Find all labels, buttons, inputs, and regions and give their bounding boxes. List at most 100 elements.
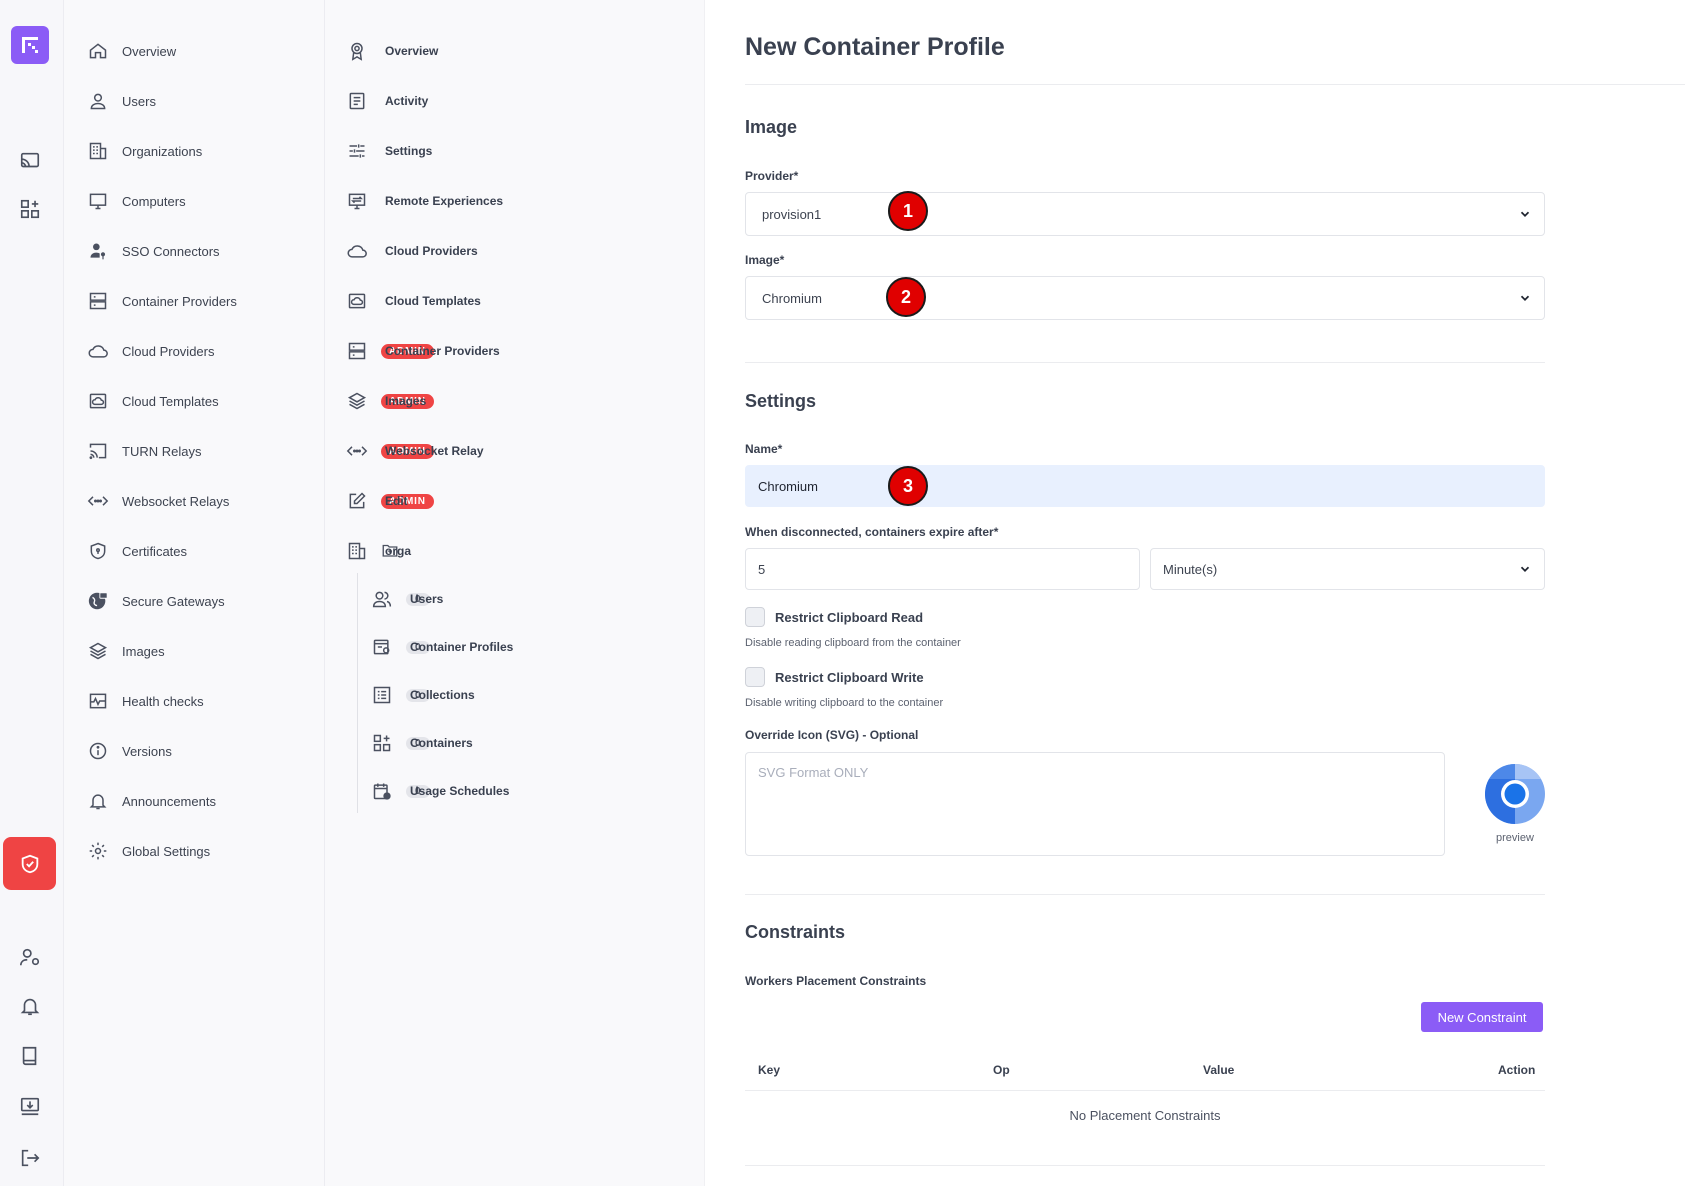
- provider-item-container-providers[interactable]: Container Providers ADMIN: [345, 336, 690, 366]
- rail-logout-icon[interactable]: [17, 1145, 43, 1171]
- sidebar-item-images[interactable]: Images: [86, 636, 316, 666]
- restrict-clipboard-read-checkbox[interactable]: [745, 607, 765, 627]
- table-divider: [745, 1090, 1545, 1091]
- chevron-down-icon: [1518, 207, 1532, 224]
- sidebar-item-organizations[interactable]: Organizations: [86, 136, 316, 166]
- sidebar-item-container-providers[interactable]: Container Providers: [86, 286, 316, 316]
- sidebar-item-label: Images: [122, 643, 165, 659]
- globe-lock-icon: [86, 589, 110, 613]
- override-icon-textarea[interactable]: SVG Format ONLY: [745, 752, 1445, 856]
- sidebar-item-cloud-templates[interactable]: Cloud Templates: [86, 386, 316, 416]
- admin-badge: ADMIN: [381, 393, 434, 409]
- code-arrows-icon: [86, 489, 110, 513]
- restrict-clipboard-write-checkbox[interactable]: [745, 667, 765, 687]
- shield-icon: [86, 539, 110, 563]
- sidebar-item-secure-gateways[interactable]: Secure Gateways: [86, 586, 316, 616]
- provider-item-edit[interactable]: Edit ADMIN: [345, 486, 690, 516]
- sidebar-item-cloud-providers[interactable]: Cloud Providers: [86, 336, 316, 366]
- building-icon: [345, 539, 369, 563]
- sidebar-item-label: Versions: [122, 743, 172, 759]
- org-child-usage-schedules[interactable]: Usage Schedules 0: [370, 776, 690, 806]
- list-icon: [370, 683, 394, 707]
- icon-rail: [0, 0, 64, 1186]
- server-icon: [345, 339, 369, 363]
- help-text: Disable writing clipboard to the contain…: [745, 697, 944, 709]
- sidebar-item-sso-connectors[interactable]: SSO Connectors: [86, 236, 316, 266]
- sidebar-item-turn-relays[interactable]: TURN Relays: [86, 436, 316, 466]
- sidebar-item-overview[interactable]: Overview: [86, 36, 316, 66]
- provider-item-images[interactable]: Images ADMIN: [345, 386, 690, 416]
- folder-add-icon[interactable]: [381, 541, 399, 562]
- chromium-icon: [1484, 764, 1545, 829]
- column-header-key: Key: [758, 1063, 781, 1077]
- provider-item-activity[interactable]: Activity: [345, 86, 690, 116]
- org-child-containers[interactable]: Containers 0: [370, 728, 690, 758]
- divider: [745, 894, 1545, 895]
- gear-icon: [86, 839, 110, 863]
- provider-item-label: Activity: [385, 94, 429, 108]
- sidebar-item-health-checks[interactable]: Health checks: [86, 686, 316, 716]
- provider-item-label: Cloud Providers: [385, 244, 478, 258]
- rail-admin-shield-icon[interactable]: [3, 837, 56, 890]
- app-logo[interactable]: [11, 26, 49, 64]
- server-icon: [86, 289, 110, 313]
- document-icon: [345, 89, 369, 113]
- empty-table-message: No Placement Constraints: [1069, 1108, 1221, 1123]
- column-header-value: Value: [1203, 1063, 1235, 1077]
- cloud-template-icon: [345, 289, 369, 313]
- sidebar-item-label: Cloud Templates: [122, 393, 219, 409]
- admin-sidebar: Overview Users Organizations Computers S…: [64, 0, 325, 1186]
- building-icon: [86, 139, 110, 163]
- org-child-users[interactable]: Users 0: [370, 584, 690, 614]
- sidebar-item-certificates[interactable]: Certificates: [86, 536, 316, 566]
- rail-apps-icon[interactable]: [17, 196, 43, 222]
- preview-label: preview: [1496, 832, 1534, 844]
- provider-item-websocket-relay[interactable]: Websocket Relay ADMIN: [345, 436, 690, 466]
- column-header-op: Op: [993, 1063, 1010, 1077]
- provider-item-cloud-providers[interactable]: Cloud Providers: [345, 236, 690, 266]
- org-item[interactable]: orga: [345, 536, 690, 566]
- provider-select[interactable]: provision1: [745, 192, 1545, 236]
- layers-icon: [345, 389, 369, 413]
- provider-select-value: provision1: [762, 206, 822, 222]
- sidebar-item-users[interactable]: Users: [86, 86, 316, 116]
- sidebar-item-global-settings[interactable]: Global Settings: [86, 836, 316, 866]
- sidebar-item-label: Secure Gateways: [122, 593, 225, 609]
- provider-item-overview[interactable]: Overview: [345, 36, 690, 66]
- expire-label: When disconnected, containers expire aft…: [745, 525, 999, 539]
- sliders-icon: [345, 139, 369, 163]
- expire-unit-select[interactable]: Minute(s): [1150, 548, 1545, 590]
- sidebar-item-websocket-relays[interactable]: Websocket Relays: [86, 486, 316, 516]
- edit-icon: [345, 489, 369, 513]
- new-constraint-button[interactable]: New Constraint: [1421, 1002, 1543, 1032]
- org-child-container-profiles[interactable]: Container Profiles 0: [370, 632, 690, 662]
- section-heading-constraints: Constraints: [745, 922, 846, 942]
- provider-item-remote-experiences[interactable]: Remote Experiences: [345, 186, 690, 216]
- rail-cast-icon[interactable]: [17, 148, 43, 174]
- column-header-action: Action: [1498, 1063, 1536, 1077]
- sidebar-item-announcements[interactable]: Announcements: [86, 786, 316, 816]
- sidebar-item-versions[interactable]: Versions: [86, 736, 316, 766]
- sidebar-item-label: Global Settings: [122, 843, 211, 859]
- user-icon: [86, 89, 110, 113]
- table-divider: [745, 1165, 1545, 1166]
- org-child-label: Usage Schedules: [410, 784, 510, 798]
- count-badge: 0: [406, 688, 430, 702]
- sidebar-item-computers[interactable]: Computers: [86, 186, 316, 216]
- provider-item-cloud-templates[interactable]: Cloud Templates: [345, 286, 690, 316]
- restrict-clipboard-write-row[interactable]: Restrict Clipboard Write: [745, 667, 924, 687]
- tree-guide-line: [357, 573, 358, 813]
- image-select[interactable]: Chromium: [745, 276, 1545, 320]
- rail-book-icon[interactable]: [17, 1043, 43, 1069]
- rail-download-icon[interactable]: [17, 1093, 43, 1119]
- org-child-collections[interactable]: Collections 0: [370, 680, 690, 710]
- rail-bell-icon[interactable]: [17, 993, 43, 1019]
- name-input[interactable]: Chromium: [745, 465, 1545, 507]
- rail-user-settings-icon[interactable]: [17, 944, 43, 970]
- provider-item-settings[interactable]: Settings: [345, 136, 690, 166]
- home-icon: [86, 39, 110, 63]
- calendar-clock-icon: [370, 779, 394, 803]
- expire-value-input[interactable]: 5: [745, 548, 1140, 590]
- provider-label: Provider*: [745, 169, 799, 183]
- restrict-clipboard-read-row[interactable]: Restrict Clipboard Read: [745, 607, 923, 627]
